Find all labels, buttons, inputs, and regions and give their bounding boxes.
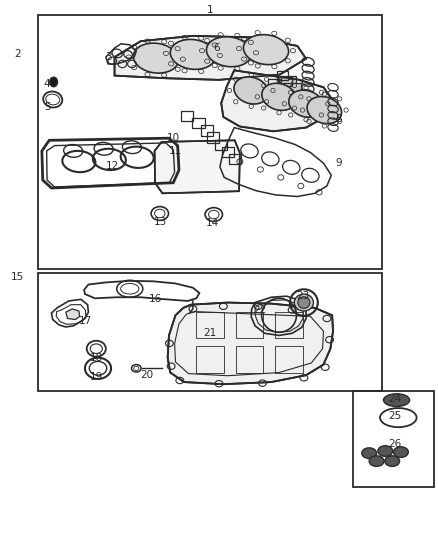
Polygon shape [283,83,301,92]
Polygon shape [155,140,240,193]
Text: 15: 15 [11,272,25,282]
Text: 3: 3 [105,52,111,62]
Text: 8: 8 [336,114,342,124]
Text: 17: 17 [79,316,92,326]
Text: 22: 22 [254,305,267,315]
Text: 11: 11 [169,146,182,156]
Ellipse shape [384,394,410,407]
Text: 10: 10 [167,133,180,143]
Text: 20: 20 [141,370,154,380]
Text: 1: 1 [207,5,214,15]
Polygon shape [278,76,296,85]
Ellipse shape [206,37,251,67]
Text: 12: 12 [106,161,119,171]
Text: 4: 4 [44,78,50,88]
Ellipse shape [362,448,377,458]
Text: 24: 24 [389,394,402,404]
Text: 6: 6 [213,43,220,53]
Ellipse shape [307,96,342,124]
Text: 16: 16 [149,294,162,304]
Ellipse shape [294,294,314,311]
Ellipse shape [170,39,215,69]
Polygon shape [66,309,80,319]
Ellipse shape [378,446,392,456]
Ellipse shape [298,297,310,309]
Ellipse shape [393,447,408,457]
Polygon shape [221,70,332,131]
Ellipse shape [234,77,268,104]
Ellipse shape [369,456,384,466]
Text: 14: 14 [206,218,219,228]
Text: 23: 23 [296,290,309,301]
Text: 13: 13 [154,217,167,227]
Ellipse shape [289,90,323,117]
Ellipse shape [262,83,297,110]
Ellipse shape [133,43,178,73]
Text: 21: 21 [204,328,217,338]
Text: 9: 9 [336,158,342,168]
Text: 5: 5 [44,102,50,112]
Text: 18: 18 [90,353,103,362]
Ellipse shape [49,77,57,87]
Text: 19: 19 [90,372,103,382]
Polygon shape [115,36,306,80]
Ellipse shape [385,456,399,466]
Text: 7: 7 [287,78,294,88]
Text: 25: 25 [389,411,402,421]
Text: 2: 2 [14,50,21,59]
Ellipse shape [244,35,289,64]
Polygon shape [168,303,333,384]
Text: 26: 26 [389,439,402,449]
